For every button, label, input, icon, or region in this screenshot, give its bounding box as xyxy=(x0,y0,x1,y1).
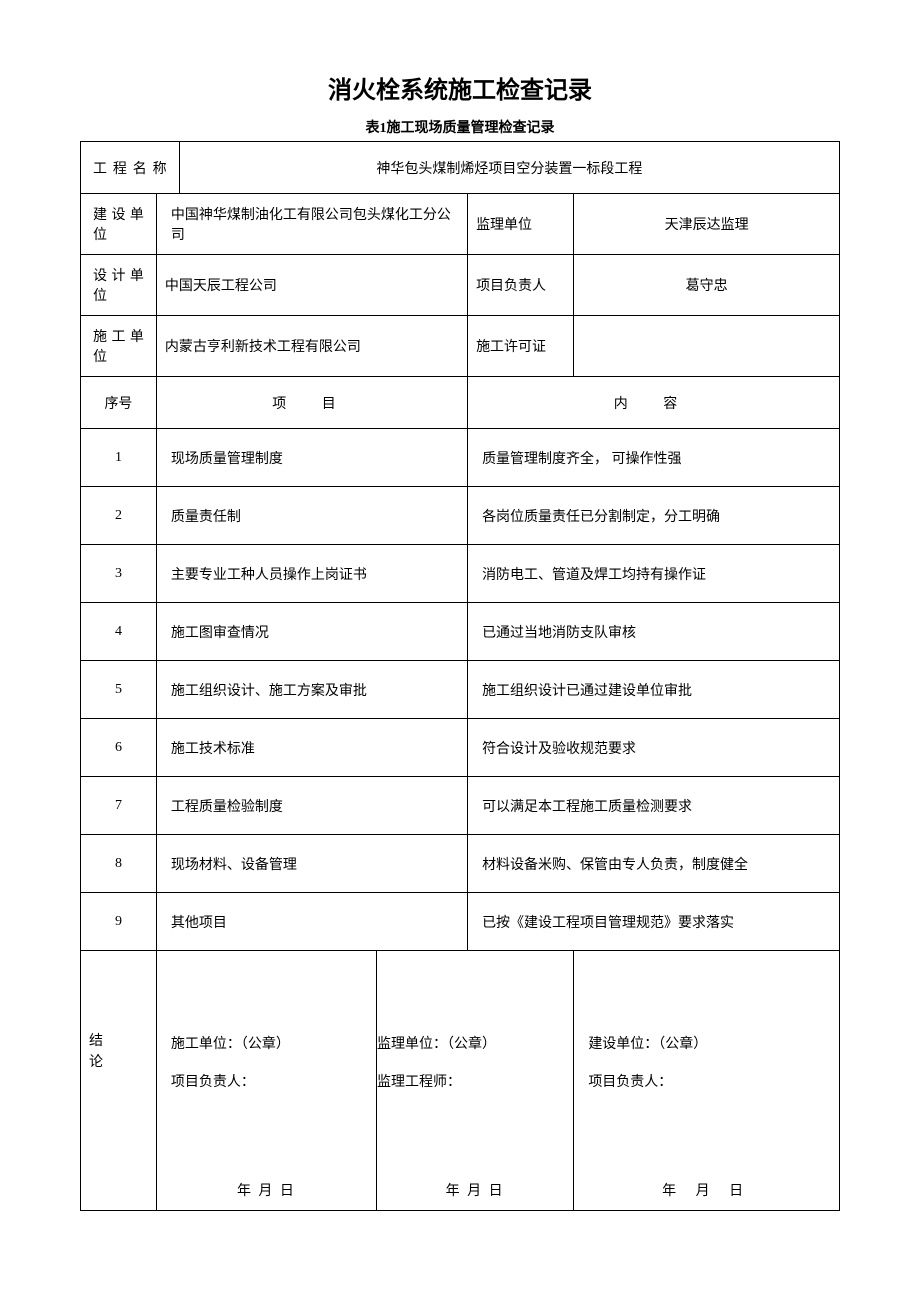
item-row-1: 1 现场质量管理制度 质量管理制度齐全， 可操作性强 xyxy=(81,429,840,487)
value-supervision-unit: 天津辰达监理 xyxy=(574,194,840,255)
label-project-leader: 项目负责人 xyxy=(468,255,574,316)
value-construction-unit: 中国神华煤制油化工有限公司包头煤化工分公司 xyxy=(156,194,467,255)
item-name: 主要专业工种人员操作上岗证书 xyxy=(156,545,467,603)
sig1-unit: 施工单位：（公章） xyxy=(171,1033,290,1053)
item-name: 其他项目 xyxy=(156,893,467,951)
header-content: 内 容 xyxy=(468,377,840,429)
label-construction-permit: 施工许可证 xyxy=(468,316,574,377)
row-conclusion: 结论 施工单位：（公章） 项目负责人： 年 月 日 监理单位：（公章） 监理工程… xyxy=(81,951,840,1211)
item-row-6: 6 施工技术标准 符合设计及验收规范要求 xyxy=(81,719,840,777)
sig2-date: 年 月 日 xyxy=(377,1180,573,1200)
item-row-4: 4 施工图审查情况 已通过当地消防支队审核 xyxy=(81,603,840,661)
header-item: 项 目 xyxy=(156,377,467,429)
item-name: 施工组织设计、施工方案及审批 xyxy=(156,661,467,719)
value-design-unit: 中国天辰工程公司 xyxy=(156,255,467,316)
item-name: 施工图审查情况 xyxy=(156,603,467,661)
sig3-person: 项目负责人： xyxy=(588,1071,707,1091)
sig2-person: 监理工程师： xyxy=(377,1071,496,1091)
label-construction-unit: 建设单位 xyxy=(81,194,157,255)
sig3-date: 年 月 日 xyxy=(574,1180,839,1200)
seq-cell: 8 xyxy=(81,835,157,893)
main-title: 消火栓系统施工检查记录 xyxy=(80,70,840,105)
sig1-person: 项目负责人： xyxy=(171,1071,290,1091)
value-construction-permit xyxy=(574,316,840,377)
conclusion-label-text: 结论 xyxy=(89,1031,103,1073)
seq-cell: 7 xyxy=(81,777,157,835)
item-content: 已通过当地消防支队审核 xyxy=(468,603,840,661)
item-content: 各岗位质量责任已分割制定，分工明确 xyxy=(468,487,840,545)
item-row-5: 5 施工组织设计、施工方案及审批 施工组织设计已通过建设单位审批 xyxy=(81,661,840,719)
sig2-unit: 监理单位：（公章） xyxy=(377,1033,496,1053)
item-row-8: 8 现场材料、设备管理 材料设备米购、保管由专人负责，制度健全 xyxy=(81,835,840,893)
value-project-name: 神华包头煤制烯烃项目空分装置一标段工程 xyxy=(179,142,839,194)
sig3-unit: 建设单位：（公章） xyxy=(588,1033,707,1053)
item-content: 已按《建设工程项目管理规范》要求落实 xyxy=(468,893,840,951)
item-name: 施工技术标准 xyxy=(156,719,467,777)
label-design-unit: 设计单位 xyxy=(81,255,157,316)
row-contractor-unit: 施工单位 内蒙古亨利新技术工程有限公司 施工许可证 xyxy=(81,316,840,377)
item-content: 材料设备米购、保管由专人负责，制度健全 xyxy=(468,835,840,893)
item-name: 现场质量管理制度 xyxy=(156,429,467,487)
seq-cell: 2 xyxy=(81,487,157,545)
inspection-table: 工程名称 神华包头煤制烯烃项目空分装置一标段工程 建设单位 中国神华煤制油化工有… xyxy=(80,141,840,1211)
seq-cell: 6 xyxy=(81,719,157,777)
seq-cell: 5 xyxy=(81,661,157,719)
row-project-name: 工程名称 神华包头煤制烯烃项目空分装置一标段工程 xyxy=(81,142,840,194)
item-content: 消防电工、管道及焊工均持有操作证 xyxy=(468,545,840,603)
signature-block-3: 建设单位：（公章） 项目负责人： 年 月 日 xyxy=(574,951,840,1211)
item-row-7: 7 工程质量检验制度 可以满足本工程施工质量检测要求 xyxy=(81,777,840,835)
item-name: 质量责任制 xyxy=(156,487,467,545)
header-seq: 序号 xyxy=(81,377,157,429)
seq-cell: 1 xyxy=(81,429,157,487)
value-contractor-unit: 内蒙古亨利新技术工程有限公司 xyxy=(156,316,467,377)
signature-block-2: 监理单位：（公章） 监理工程师： 年 月 日 xyxy=(376,951,573,1211)
item-name: 工程质量检验制度 xyxy=(156,777,467,835)
seq-cell: 3 xyxy=(81,545,157,603)
label-conclusion: 结论 xyxy=(81,951,157,1211)
item-row-2: 2 质量责任制 各岗位质量责任已分割制定，分工明确 xyxy=(81,487,840,545)
row-design-unit: 设计单位 中国天辰工程公司 项目负责人 葛守忠 xyxy=(81,255,840,316)
signature-block-1: 施工单位：（公章） 项目负责人： 年 月 日 xyxy=(156,951,376,1211)
label-contractor-unit: 施工单位 xyxy=(81,316,157,377)
item-row-9: 9 其他项目 已按《建设工程项目管理规范》要求落实 xyxy=(81,893,840,951)
seq-cell: 9 xyxy=(81,893,157,951)
row-construction-unit: 建设单位 中国神华煤制油化工有限公司包头煤化工分公司 监理单位 天津辰达监理 xyxy=(81,194,840,255)
item-name: 现场材料、设备管理 xyxy=(156,835,467,893)
sig1-date: 年 月 日 xyxy=(157,1180,376,1200)
item-content: 施工组织设计已通过建设单位审批 xyxy=(468,661,840,719)
item-content: 质量管理制度齐全， 可操作性强 xyxy=(468,429,840,487)
seq-cell: 4 xyxy=(81,603,157,661)
label-project-name: 工程名称 xyxy=(81,142,180,194)
item-row-3: 3 主要专业工种人员操作上岗证书 消防电工、管道及焊工均持有操作证 xyxy=(81,545,840,603)
item-content: 可以满足本工程施工质量检测要求 xyxy=(468,777,840,835)
label-supervision-unit: 监理单位 xyxy=(468,194,574,255)
sub-title: 表1施工现场质量管理检查记录 xyxy=(80,117,840,137)
value-project-leader: 葛守忠 xyxy=(574,255,840,316)
item-content: 符合设计及验收规范要求 xyxy=(468,719,840,777)
row-table-header: 序号 项 目 内 容 xyxy=(81,377,840,429)
